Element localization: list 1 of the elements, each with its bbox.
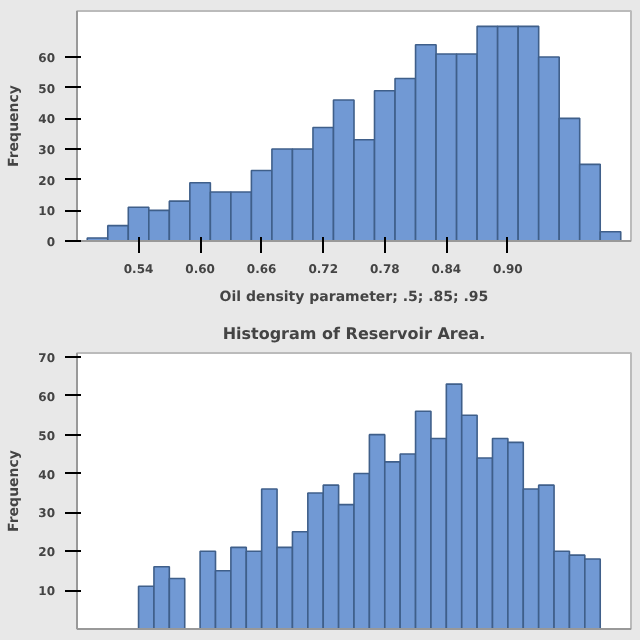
chart-title: Histogram of Reservoir Area. — [222, 325, 486, 343]
